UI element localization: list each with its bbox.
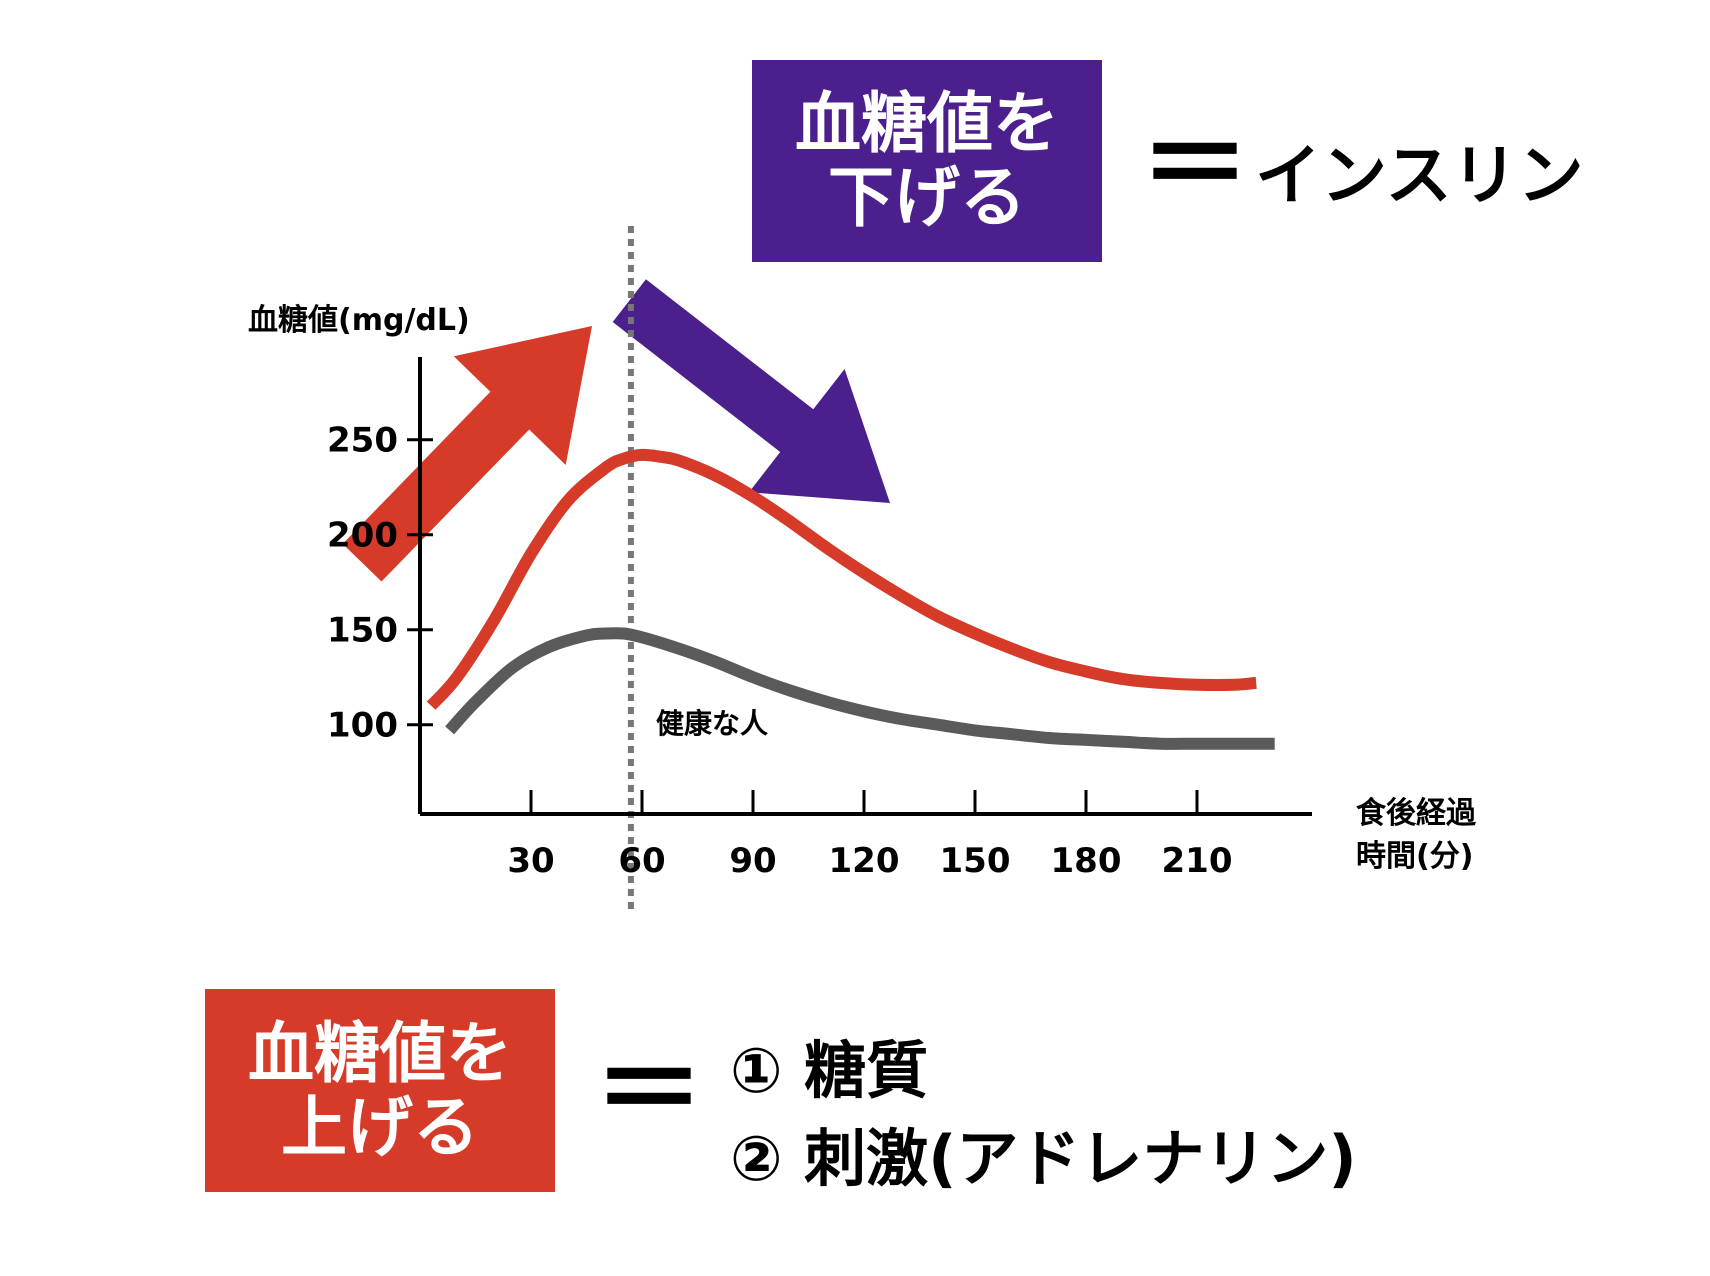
x-tick-label: 150 bbox=[940, 841, 1011, 881]
y-axis-label: 血糖値(mg/dL) bbox=[248, 303, 470, 338]
x-axis-label-line2: 時間(分) bbox=[1356, 839, 1473, 874]
series-line-healthy bbox=[445, 627, 1275, 750]
y-tick-label: 150 bbox=[327, 611, 398, 651]
raise-cause-2: ② 刺激(アドレナリン) bbox=[730, 1122, 1357, 1195]
y-tick-label: 100 bbox=[327, 706, 398, 746]
ticks-layer: 30 60 90 120 150 180 210 100 150 200 250 bbox=[327, 421, 1232, 881]
x-tick-label: 120 bbox=[829, 841, 900, 881]
arrows-layer bbox=[342, 279, 890, 582]
up-arrow bbox=[342, 326, 592, 582]
down-arrow bbox=[612, 279, 890, 503]
raise-box-line2: 上げる bbox=[281, 1088, 479, 1166]
x-tick-label: 90 bbox=[729, 841, 776, 881]
lower-equals-sign: ＝ bbox=[1140, 101, 1250, 229]
raise-equals-sign: ＝ bbox=[594, 1026, 704, 1154]
lower-blood-sugar-box: 血糖値を 下げる bbox=[752, 60, 1102, 262]
lower-box-line1: 血糖値を bbox=[795, 85, 1059, 163]
x-axis-label-line1: 食後経過 bbox=[1356, 796, 1477, 831]
axes-layer bbox=[418, 357, 1312, 816]
y-tick-label: 250 bbox=[327, 421, 398, 461]
raise-box-line1: 血糖値を bbox=[248, 1014, 512, 1092]
x-tick-label: 60 bbox=[618, 841, 665, 881]
series-line-high bbox=[426, 448, 1257, 710]
x-tick-label: 30 bbox=[507, 841, 554, 881]
x-tick-label: 210 bbox=[1162, 841, 1233, 881]
lower-agent-label: インスリン bbox=[1255, 137, 1584, 214]
curves-layer bbox=[426, 448, 1275, 750]
lower-box-line2: 下げる bbox=[828, 159, 1026, 236]
x-tick-label: 180 bbox=[1051, 841, 1122, 881]
healthy-series-label: 健康な人 bbox=[656, 707, 768, 740]
raise-cause-1: ① 糖質 bbox=[730, 1034, 929, 1107]
raise-blood-sugar-box: 血糖値を 上げる bbox=[205, 989, 555, 1192]
y-tick-label: 200 bbox=[327, 516, 398, 556]
